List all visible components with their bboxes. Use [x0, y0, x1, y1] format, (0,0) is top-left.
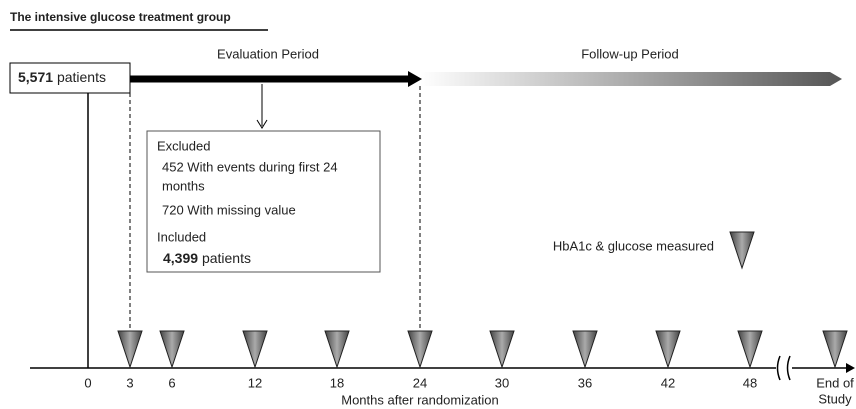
measure-triangle [242, 330, 268, 369]
start-box-text: 5,571 patients [18, 69, 106, 85]
tick-label: 48 [743, 375, 757, 390]
measure-triangle [407, 330, 433, 369]
follow-up-arrow [420, 72, 842, 86]
tick-label: 42 [661, 375, 675, 390]
measure-triangle [822, 330, 848, 369]
end-label: Study [818, 391, 852, 406]
tick-label: 30 [495, 375, 509, 390]
axis-title: Months after randomization [341, 392, 499, 407]
excluded-item: 720 With missing value [162, 202, 296, 217]
evaluation-label: Evaluation Period [217, 46, 319, 61]
measure-triangle [159, 330, 185, 369]
measure-triangle [572, 330, 598, 369]
measure-triangle [324, 330, 350, 369]
start-box [9, 62, 131, 94]
included-text: 4,399 patients [163, 250, 251, 266]
excluded-item: months [162, 178, 205, 193]
end-label: End of [816, 375, 854, 390]
start-unit: patients [57, 69, 106, 85]
tick-label: 0 [84, 375, 91, 390]
measure-triangle [655, 330, 681, 369]
tick-label: 6 [168, 375, 175, 390]
included-heading: Included [157, 229, 206, 244]
measure-triangle [489, 330, 515, 369]
title: The intensive glucose treatment group [10, 10, 231, 24]
exclusion-arrowhead [256, 119, 268, 129]
tick-label: 24 [413, 375, 427, 390]
excluded-heading: Excluded [157, 138, 210, 153]
excluded-item: 452 With events during first 24 [162, 159, 338, 174]
measure-triangle [117, 330, 143, 369]
legend-label: HbA1c & glucose measured [553, 238, 714, 253]
measure-triangle [737, 330, 763, 369]
tick-label: 12 [248, 375, 262, 390]
tick-label: 3 [126, 375, 133, 390]
axis-break [776, 355, 791, 381]
evaluation-arrowhead [408, 71, 422, 87]
follow-up-label: Follow-up Period [581, 46, 679, 61]
excluded-box [146, 130, 381, 273]
start-count: 5,571 [18, 69, 53, 85]
included-count: 4,399 [163, 250, 198, 266]
tick-label: 18 [330, 375, 344, 390]
included-unit: patients [202, 250, 251, 266]
axis-arrowhead [846, 363, 855, 373]
legend-triangle [729, 231, 755, 270]
tick-label: 36 [578, 375, 592, 390]
